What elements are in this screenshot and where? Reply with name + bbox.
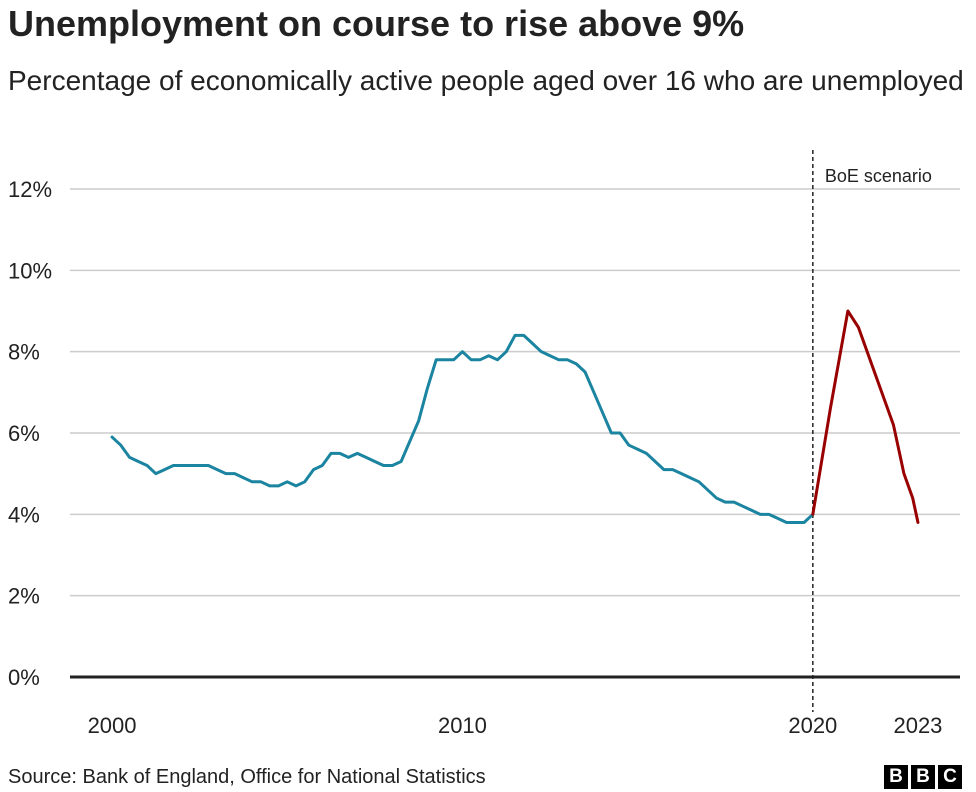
y-tick-label: 10% — [8, 258, 52, 283]
chart: 0% 2% 4% 6% 8% 10% 12% 2000 2010 2020 2023 BoE scen… — [8, 150, 960, 738]
line — [811, 309, 920, 524]
y-tick-label: 2% — [8, 584, 40, 609]
y-tick-label: 4% — [8, 502, 40, 527]
line — [110, 333, 815, 524]
chart-subtitle: Percentage of economically active people… — [8, 65, 964, 96]
x-tick-label: 2010 — [438, 713, 487, 738]
logo-letter: B — [884, 765, 908, 789]
x-tick-label: 2020 — [788, 713, 837, 738]
x-tick-label: 2000 — [88, 713, 137, 738]
logo-letter: B — [911, 765, 935, 789]
chart-title: Unemployment on course to rise above 9% — [8, 3, 745, 44]
logo-letter: C — [938, 765, 962, 789]
x-tick-label: 2023 — [893, 713, 942, 738]
source: Source: Bank of England, Office for Nati… — [8, 766, 486, 788]
y-tick-label: 6% — [8, 421, 40, 446]
annotation-label: BoE scenario — [825, 166, 932, 186]
logo: B B C — [884, 765, 962, 789]
y-tick-label: 0% — [8, 665, 40, 690]
y-tick-label: 12% — [8, 177, 52, 202]
y-tick-label: 8% — [8, 340, 40, 365]
